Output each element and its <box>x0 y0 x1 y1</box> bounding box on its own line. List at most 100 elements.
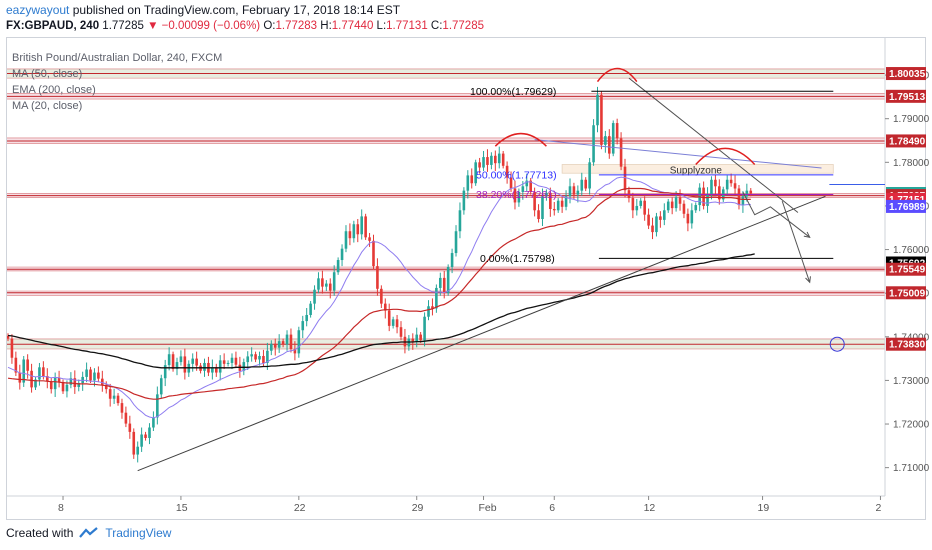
candle-body <box>46 376 49 382</box>
candle-body <box>57 377 61 383</box>
candle-body <box>545 192 548 197</box>
candle-body <box>431 306 434 309</box>
candle-body <box>148 427 151 438</box>
candle-body <box>725 179 729 190</box>
fib-label: 100.00%(1.79629) <box>470 86 556 98</box>
candle-body <box>317 278 320 290</box>
candle-body <box>486 157 489 165</box>
low-value: 1.77131 <box>386 20 428 32</box>
candle-body <box>242 362 246 371</box>
candle-body <box>694 205 698 211</box>
author-link[interactable]: eazywayout <box>6 3 70 17</box>
candle-body <box>509 177 513 189</box>
fib-label: 50.00%(1.77713) <box>476 169 557 181</box>
candle-body <box>18 372 22 383</box>
candle-body <box>552 208 556 211</box>
candle-body <box>541 196 544 220</box>
price-tag-label: 1.80035 <box>889 69 926 80</box>
supply-zone-label: Supplyzone <box>670 165 723 176</box>
candle-body <box>387 310 391 326</box>
candle-body <box>435 287 438 309</box>
candle-body <box>576 190 580 195</box>
candle-body <box>183 356 187 373</box>
candle-body <box>85 369 88 377</box>
candle-body <box>368 237 371 241</box>
candle-body <box>415 334 419 343</box>
candle-body <box>108 389 112 399</box>
published-text: published on TradingView.com, February 1… <box>72 3 401 17</box>
symbol-label: FX:GBPAUD, 240 <box>6 20 100 32</box>
candle-body <box>454 231 458 254</box>
candle-body <box>163 365 167 379</box>
tradingview-brand[interactable]: TradingView <box>105 526 172 540</box>
candle-body <box>674 197 678 209</box>
close-label: C: <box>430 20 443 32</box>
candle-body <box>718 186 721 200</box>
candle-body <box>651 225 654 233</box>
candle-body <box>395 319 399 328</box>
price-tag <box>886 199 926 213</box>
candle-body <box>301 321 305 331</box>
candle-body <box>254 354 257 360</box>
legend-ma20[interactable]: MA (20, close) <box>12 100 83 112</box>
candle-body <box>372 240 375 267</box>
candle-body <box>77 383 81 387</box>
candle-body <box>639 200 643 206</box>
candle-body <box>678 197 682 204</box>
candle-body <box>466 175 470 191</box>
price-tag <box>886 89 926 103</box>
candle-body <box>42 367 45 377</box>
candle-body <box>427 306 430 317</box>
shoulder-arc <box>494 132 547 147</box>
candle-body <box>411 338 415 343</box>
candle-body <box>733 183 737 189</box>
candle-body <box>505 165 509 178</box>
candle-body <box>537 210 540 220</box>
candle-body <box>607 136 611 154</box>
candle-body <box>104 384 108 390</box>
candle-body <box>89 369 92 381</box>
arrow-head <box>805 276 811 284</box>
candle-body <box>321 278 324 287</box>
candle-body <box>152 417 155 428</box>
ema200-line <box>7 253 755 369</box>
candle-body <box>226 362 230 364</box>
last-price: 1.77285 <box>102 20 144 32</box>
candle-body <box>399 327 403 337</box>
candle-body <box>175 362 179 370</box>
legend-ma50[interactable]: MA (50, close) <box>12 68 83 80</box>
candle-body <box>246 356 250 363</box>
candle-body <box>305 314 308 322</box>
plot-area: Supplyzone 100.00%(1.79629) 50.00%(1.77713… <box>7 67 885 472</box>
legend-ema200[interactable]: EMA (200, close) <box>12 84 96 96</box>
candle-body <box>211 367 214 373</box>
publish-bar: eazywayout published on TradingView.com,… <box>6 3 400 17</box>
candle-body <box>266 350 269 363</box>
candle-body <box>352 224 356 239</box>
price-tag <box>886 67 926 81</box>
high-label: H: <box>320 20 332 32</box>
candle-body <box>101 378 104 385</box>
candle-body <box>270 343 273 351</box>
candle-body <box>513 188 517 203</box>
candle-body <box>159 378 163 395</box>
candle-body <box>568 186 572 197</box>
ohlc-bar: FX:GBPAUD, 240 1.77285 ▼ −0.00099 (−0.06… <box>6 20 484 32</box>
supply-zone-box <box>561 164 834 174</box>
arrow-head <box>803 231 811 239</box>
candle-body <box>749 190 753 194</box>
high-value: 1.77440 <box>331 20 374 32</box>
candle-body <box>643 200 646 215</box>
candle-body <box>596 94 599 126</box>
candle-body <box>214 367 218 373</box>
candle-body <box>631 198 635 211</box>
y-tick-label: 1.71000 <box>893 463 930 474</box>
candle-body <box>136 446 139 455</box>
candle-body <box>128 423 132 432</box>
candle-body <box>258 355 261 360</box>
candle-body <box>635 205 639 211</box>
candle-body <box>124 412 128 424</box>
candle-body <box>450 253 454 267</box>
legend-title: British Pound/Australian Dollar, 240, FX… <box>12 52 223 64</box>
